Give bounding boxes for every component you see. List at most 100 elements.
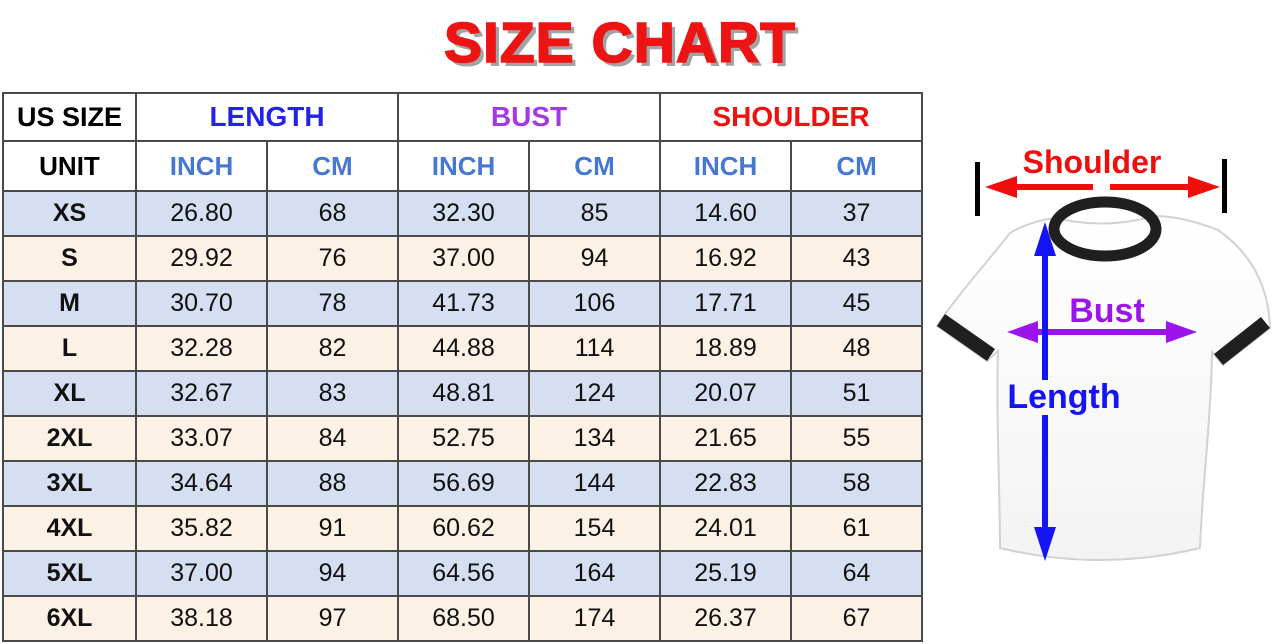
length-group-header: LENGTH — [134, 92, 400, 142]
value-cell: 61 — [790, 505, 924, 552]
shoulder-bar-right — [1222, 159, 1227, 213]
value-cell: 37 — [790, 190, 924, 237]
size-label: XL — [2, 370, 137, 417]
table-row-5xl: 5XL 37.00 94 64.56 164 25.19 64 — [2, 550, 924, 597]
table-row-3xl: 3XL 34.64 88 56.69 144 22.83 58 — [2, 460, 924, 507]
length-arrow — [1034, 222, 1056, 561]
value-cell: 68.50 — [397, 595, 531, 642]
value-cell: 51 — [790, 370, 924, 417]
page-title: SIZE CHART — [443, 10, 796, 76]
value-cell: 124 — [528, 370, 662, 417]
value-cell: 48 — [790, 325, 924, 372]
value-cell: 144 — [528, 460, 662, 507]
value-cell: 45 — [790, 280, 924, 327]
size-label: L — [2, 325, 137, 372]
value-cell: 14.60 — [659, 190, 793, 237]
table-row-s: S 29.92 76 37.00 94 16.92 43 — [2, 235, 924, 282]
shoulder-cm-header: CM — [790, 140, 924, 192]
size-table-body: XS 26.80 68 32.30 85 14.60 37 S 29.92 76 37.00 94 16… — [2, 190, 924, 642]
bust-label: Bust — [1069, 292, 1145, 330]
shoulder-arrow — [985, 176, 1220, 198]
value-cell: 24.01 — [659, 505, 793, 552]
value-cell: 94 — [528, 235, 662, 282]
value-cell: 35.82 — [135, 505, 268, 552]
size-label: XS — [2, 190, 137, 237]
value-cell: 37.00 — [397, 235, 531, 282]
value-cell: 82 — [265, 325, 400, 372]
table-row-4xl: 4XL 35.82 91 60.62 154 24.01 61 — [2, 505, 924, 552]
value-cell: 26.80 — [135, 190, 268, 237]
value-cell: 44.88 — [397, 325, 531, 372]
length-label: Length — [1007, 378, 1121, 416]
value-cell: 32.30 — [397, 190, 531, 237]
tshirt-body — [935, 214, 1272, 561]
value-cell: 97 — [265, 595, 400, 642]
value-cell: 56.69 — [397, 460, 531, 507]
table-row-xs: XS 26.80 68 32.30 85 14.60 37 — [2, 190, 924, 237]
value-cell: 32.28 — [135, 325, 268, 372]
value-cell: 33.07 — [135, 415, 268, 462]
size-label: S — [2, 235, 137, 282]
value-cell: 91 — [265, 505, 400, 552]
bust-arrow — [1007, 321, 1197, 343]
value-cell: 43 — [790, 235, 924, 282]
value-cell: 32.67 — [135, 370, 268, 417]
value-cell: 22.83 — [659, 460, 793, 507]
group-header-row: US SIZE LENGTH BUST SHOULDER — [2, 92, 924, 142]
value-cell: 37.00 — [135, 550, 268, 597]
unit-header: UNIT — [2, 140, 137, 192]
value-cell: 134 — [528, 415, 662, 462]
value-cell: 52.75 — [397, 415, 531, 462]
unit-header-row: UNIT INCH CM INCH CM INCH CM — [2, 140, 924, 192]
value-cell: 174 — [528, 595, 662, 642]
value-cell: 67 — [790, 595, 924, 642]
value-cell: 25.19 — [659, 550, 793, 597]
bust-inch-header: INCH — [397, 140, 531, 192]
bust-cm-header: CM — [528, 140, 662, 192]
tshirt-right-cuff — [1214, 317, 1270, 365]
value-cell: 114 — [528, 325, 662, 372]
value-cell: 30.70 — [135, 280, 268, 327]
size-label: 2XL — [2, 415, 137, 462]
size-label: 6XL — [2, 595, 137, 642]
value-cell: 76 — [265, 235, 400, 282]
value-cell: 88 — [265, 460, 400, 507]
shoulder-inch-header: INCH — [659, 140, 793, 192]
size-label: 3XL — [2, 460, 137, 507]
shoulder-label: Shoulder — [1022, 144, 1162, 180]
value-cell: 16.92 — [659, 235, 793, 282]
value-cell: 64.56 — [397, 550, 531, 597]
shoulder-bar-left — [975, 162, 980, 216]
value-cell: 26.37 — [659, 595, 793, 642]
value-cell: 34.64 — [135, 460, 268, 507]
tshirt-left-cuff — [937, 314, 995, 361]
size-label: 5XL — [2, 550, 137, 597]
value-cell: 21.65 — [659, 415, 793, 462]
size-chart-table: US SIZE LENGTH BUST SHOULDER UNIT INCH C… — [2, 92, 924, 642]
table-row-2xl: 2XL 33.07 84 52.75 134 21.65 55 — [2, 415, 924, 462]
value-cell: 18.89 — [659, 325, 793, 372]
table-row-6xl: 6XL 38.18 97 68.50 174 26.37 67 — [2, 595, 924, 642]
table-row-xl: XL 32.67 83 48.81 124 20.07 51 — [2, 370, 924, 417]
value-cell: 58 — [790, 460, 924, 507]
size-label: 4XL — [2, 505, 137, 552]
value-cell: 64 — [790, 550, 924, 597]
table-row-m: M 30.70 78 41.73 106 17.71 45 — [2, 280, 924, 327]
size-label: M — [2, 280, 137, 327]
length-inch-header: INCH — [135, 140, 268, 192]
value-cell: 85 — [528, 190, 662, 237]
table-row-l: L 32.28 82 44.88 114 18.89 48 — [2, 325, 924, 372]
tshirt-collar — [1048, 196, 1162, 262]
value-cell: 55 — [790, 415, 924, 462]
value-cell: 164 — [528, 550, 662, 597]
value-cell: 83 — [265, 370, 400, 417]
value-cell: 60.62 — [397, 505, 531, 552]
value-cell: 41.73 — [397, 280, 531, 327]
value-cell: 84 — [265, 415, 400, 462]
value-cell: 154 — [528, 505, 662, 552]
value-cell: 48.81 — [397, 370, 531, 417]
value-cell: 78 — [265, 280, 400, 327]
value-cell: 17.71 — [659, 280, 793, 327]
tshirt-diagram — [935, 159, 1272, 561]
